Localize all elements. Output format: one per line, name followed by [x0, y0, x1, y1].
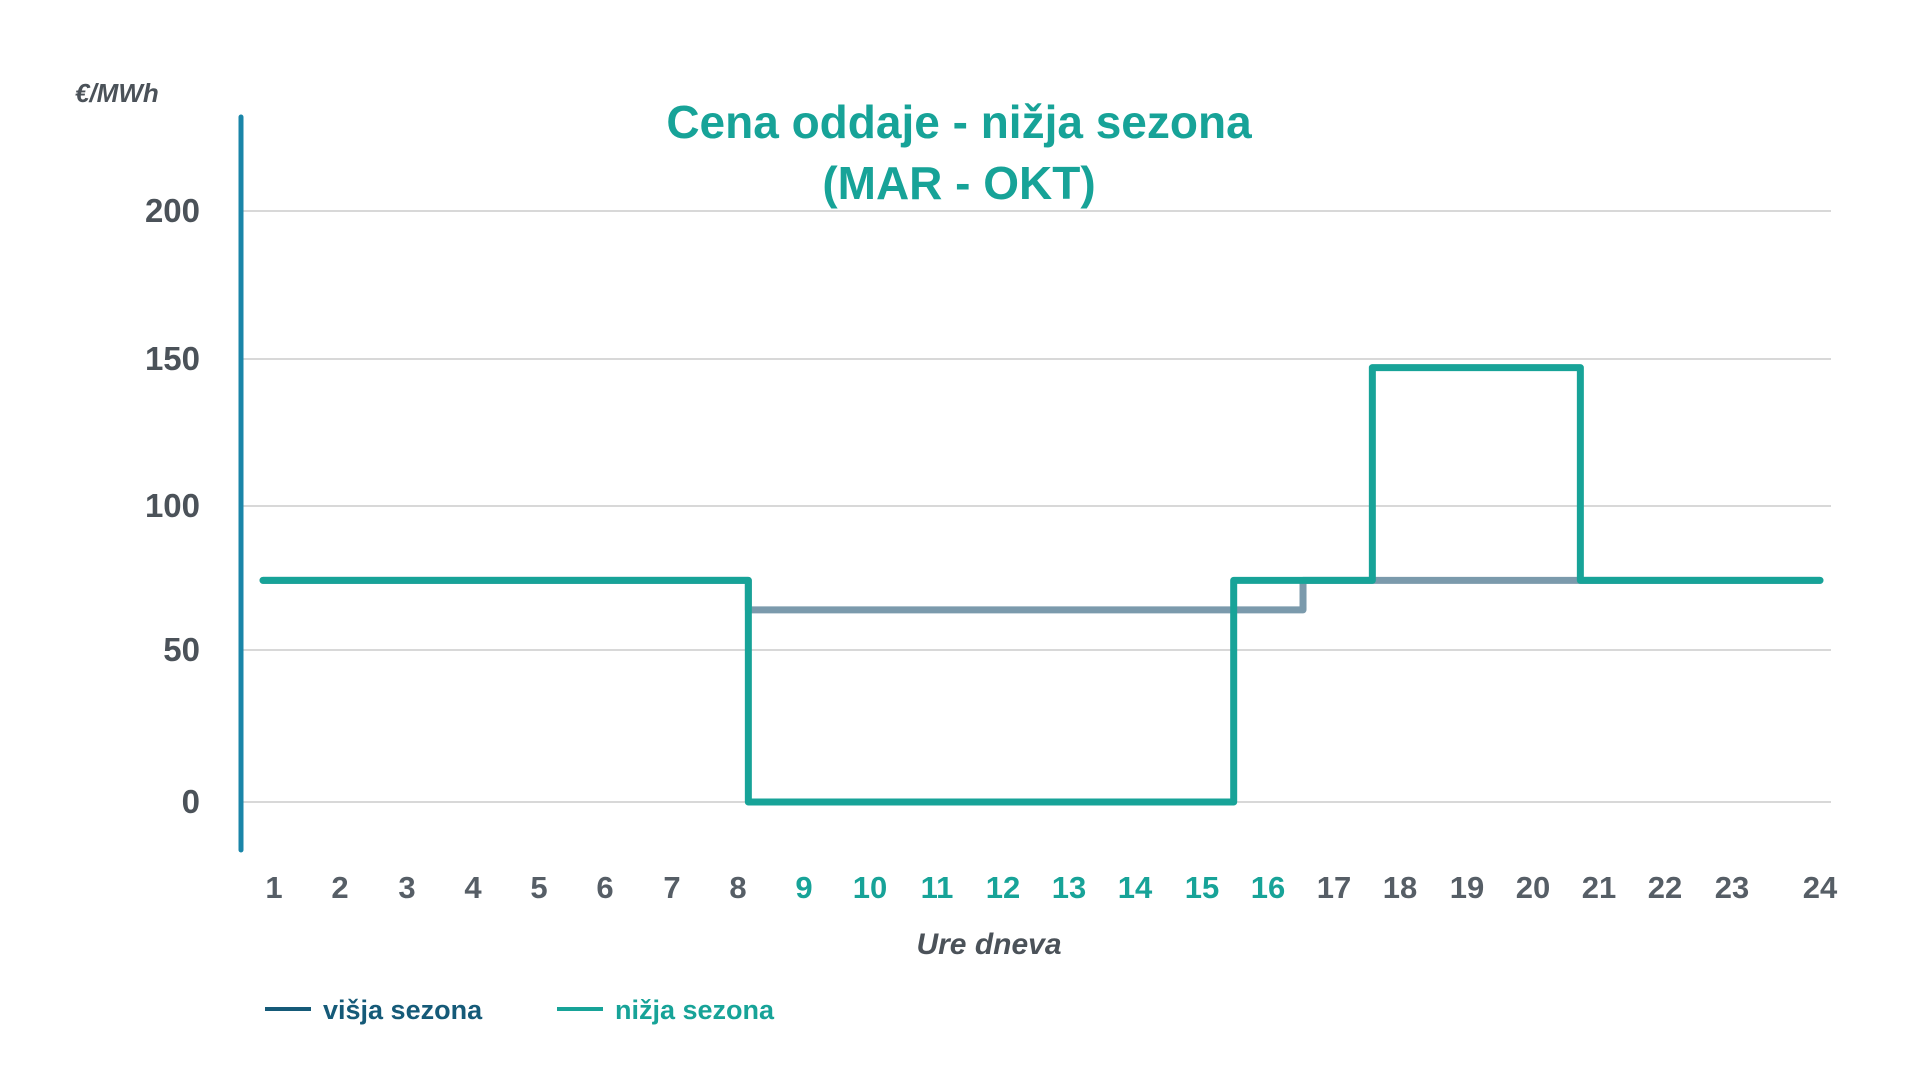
svg-text:8: 8 [729, 870, 746, 905]
svg-text:2: 2 [331, 870, 348, 905]
svg-text:21: 21 [1582, 870, 1616, 905]
svg-text:4: 4 [464, 870, 482, 905]
svg-text:18: 18 [1383, 870, 1417, 905]
svg-text:5: 5 [530, 870, 547, 905]
svg-text:13: 13 [1052, 870, 1086, 905]
svg-text:0: 0 [182, 783, 200, 820]
svg-text:200: 200 [145, 192, 200, 229]
svg-text:100: 100 [145, 487, 200, 524]
svg-text:16: 16 [1251, 870, 1285, 905]
svg-text:24: 24 [1803, 870, 1838, 905]
svg-text:19: 19 [1450, 870, 1484, 905]
svg-text:6: 6 [596, 870, 613, 905]
svg-text:150: 150 [145, 340, 200, 377]
svg-text:50: 50 [163, 631, 200, 668]
svg-text:12: 12 [986, 870, 1020, 905]
svg-text:7: 7 [663, 870, 680, 905]
svg-text:15: 15 [1185, 870, 1219, 905]
svg-text:10: 10 [853, 870, 887, 905]
svg-text:1: 1 [265, 870, 282, 905]
svg-text:22: 22 [1648, 870, 1682, 905]
svg-text:14: 14 [1118, 870, 1153, 905]
svg-text:23: 23 [1715, 870, 1749, 905]
svg-text:17: 17 [1317, 870, 1351, 905]
svg-text:20: 20 [1516, 870, 1550, 905]
svg-text:3: 3 [398, 870, 415, 905]
svg-text:9: 9 [795, 870, 812, 905]
svg-text:11: 11 [921, 870, 954, 905]
